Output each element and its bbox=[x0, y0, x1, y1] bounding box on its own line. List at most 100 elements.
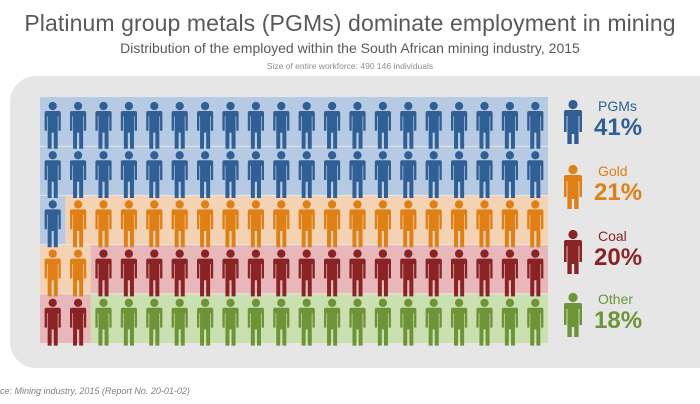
person-icon-gold bbox=[120, 200, 137, 248]
person-icon-legend bbox=[564, 99, 582, 144]
person-icon-gold bbox=[349, 200, 366, 248]
person-icon-pgms bbox=[95, 151, 112, 198]
person-icon-coal bbox=[247, 249, 264, 297]
person-icon-pgms bbox=[476, 101, 493, 149]
person-icon-pgms bbox=[95, 101, 112, 149]
person-icon-pgms bbox=[501, 151, 518, 198]
person-icon-pgms bbox=[273, 101, 290, 149]
person-icon-gold bbox=[273, 200, 290, 248]
legend-percent: 21% bbox=[594, 179, 643, 206]
legend-label: PGMs bbox=[598, 98, 637, 114]
person-icon-pgms bbox=[247, 151, 264, 198]
person-icon-other bbox=[501, 298, 518, 346]
legend-label: Coal bbox=[598, 228, 627, 244]
person-icon-gold bbox=[222, 200, 239, 248]
legend-label: Gold bbox=[598, 163, 628, 179]
person-icon-other bbox=[374, 298, 391, 346]
person-icon-coal bbox=[70, 298, 87, 346]
person-icon-coal bbox=[501, 249, 518, 297]
person-icon-other bbox=[120, 298, 137, 346]
person-icon-other bbox=[349, 298, 366, 346]
person-icon-coal bbox=[298, 249, 315, 297]
person-icon-pgms bbox=[120, 101, 137, 149]
person-icon bbox=[564, 229, 582, 274]
person-icon-other bbox=[171, 298, 188, 346]
person-icon-coal bbox=[44, 298, 61, 346]
person-icon-gold bbox=[298, 200, 315, 248]
person-icon bbox=[564, 164, 582, 209]
person-icon-pgms bbox=[324, 151, 341, 198]
legend-item-coal: Coal 20% bbox=[560, 228, 700, 284]
person-icon-pgms bbox=[247, 101, 264, 149]
person-icon-pgms bbox=[400, 151, 417, 198]
person-icon-gold bbox=[527, 200, 544, 248]
person-icon-legend bbox=[564, 292, 582, 337]
person-icon-gold bbox=[374, 200, 391, 248]
person-icon-pgms bbox=[197, 101, 214, 149]
person-icon-coal bbox=[374, 249, 391, 297]
band-other bbox=[90, 293, 549, 343]
person-icon-coal bbox=[273, 249, 290, 297]
workforce-note: Size of entire workforce: 490 146 indivi… bbox=[266, 61, 434, 71]
person-icon-pgms bbox=[298, 151, 315, 198]
person-icon-other bbox=[222, 298, 239, 346]
person-icon-gold bbox=[451, 200, 468, 248]
person-icon-pgms bbox=[425, 101, 442, 149]
person-icon-coal bbox=[324, 249, 341, 297]
person-icon-pgms bbox=[374, 151, 391, 198]
person-icon-pgms bbox=[146, 151, 163, 198]
person-icon-pgms bbox=[44, 200, 61, 248]
person-icon-other bbox=[247, 298, 264, 346]
person-icon-legend bbox=[564, 229, 582, 274]
person-icon-other bbox=[527, 298, 544, 346]
person-icon-coal bbox=[171, 249, 188, 297]
person-icon-coal bbox=[146, 249, 163, 297]
person-icon-gold bbox=[70, 249, 87, 297]
person-icon-pgms bbox=[451, 151, 468, 198]
person-icon-gold bbox=[501, 200, 518, 248]
person-icon-pgms bbox=[400, 101, 417, 149]
person-icon-pgms bbox=[374, 101, 391, 149]
person-icon-gold bbox=[95, 200, 112, 248]
person-icon-gold bbox=[247, 200, 264, 248]
person-icon bbox=[564, 99, 582, 144]
person-icon-other bbox=[146, 298, 163, 346]
person-icon-gold bbox=[476, 200, 493, 248]
person-icon-pgms bbox=[298, 101, 315, 149]
person-icon-pgms bbox=[197, 151, 214, 198]
person-icon-coal bbox=[425, 249, 442, 297]
person-icon-coal bbox=[527, 249, 544, 297]
person-icon-pgms bbox=[222, 151, 239, 198]
person-icon-pgms bbox=[451, 101, 468, 149]
person-icon-gold bbox=[146, 200, 163, 248]
person-icon-other bbox=[273, 298, 290, 346]
person-icon-pgms bbox=[222, 101, 239, 149]
person-icon-coal bbox=[95, 249, 112, 297]
person-icon-pgms bbox=[349, 151, 366, 198]
person-icon-pgms bbox=[527, 151, 544, 198]
person-icon-pgms bbox=[70, 101, 87, 149]
person-icon-gold bbox=[400, 200, 417, 248]
person-icon-gold bbox=[44, 249, 61, 297]
legend-item-pgms: PGMs 41% bbox=[560, 98, 700, 154]
person-icon-other bbox=[451, 298, 468, 346]
person-icon-gold bbox=[197, 200, 214, 248]
person-icon-pgms bbox=[476, 151, 493, 198]
person-icon-coal bbox=[120, 249, 137, 297]
source-note: ce: Mining industry, 2015 (Report No. 20… bbox=[0, 386, 190, 396]
person-icon-other bbox=[425, 298, 442, 346]
person-icon-pgms bbox=[171, 101, 188, 149]
person-icon-pgms bbox=[171, 151, 188, 198]
person-icon-coal bbox=[400, 249, 417, 297]
person-icon-coal bbox=[476, 249, 493, 297]
person-icon-other bbox=[476, 298, 493, 346]
legend-item-other: Other 18% bbox=[560, 291, 700, 347]
person-icon bbox=[564, 292, 582, 337]
person-icon-pgms bbox=[70, 151, 87, 198]
person-icon-pgms bbox=[324, 101, 341, 149]
person-icon-pgms bbox=[273, 151, 290, 198]
person-icon-gold bbox=[425, 200, 442, 248]
person-icon-pgms bbox=[120, 151, 137, 198]
person-icon-pgms bbox=[527, 101, 544, 149]
